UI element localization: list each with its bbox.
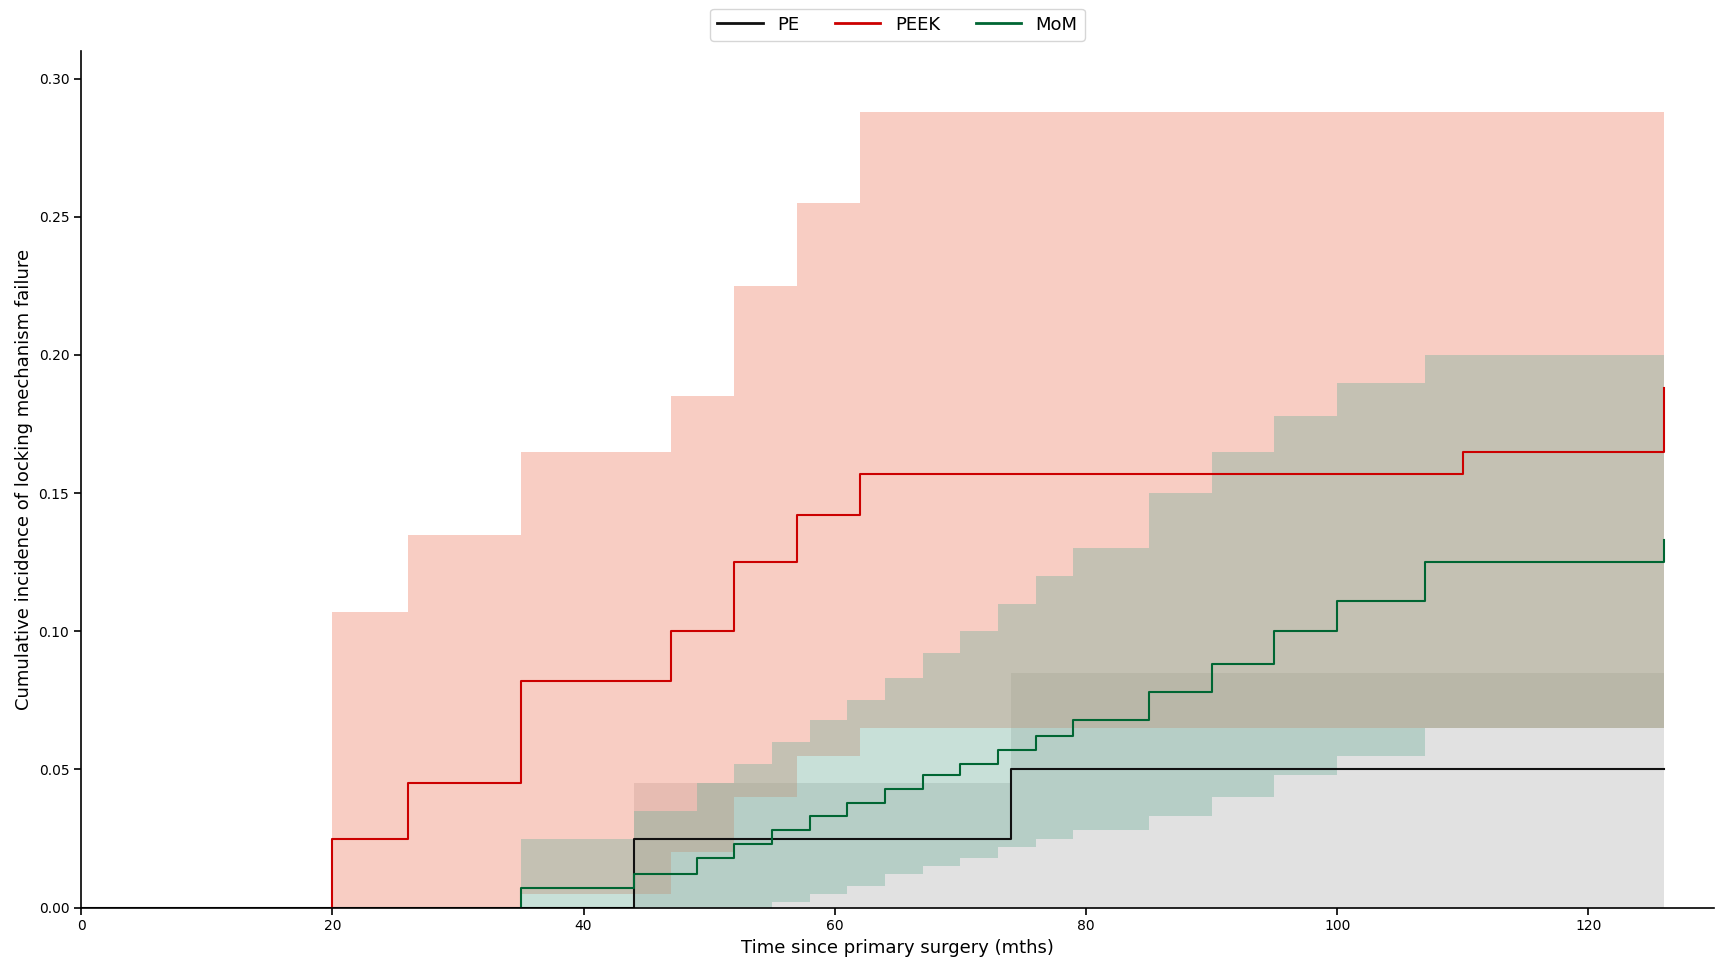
X-axis label: Time since primary surgery (mths): Time since primary surgery (mths) [742,939,1055,957]
Legend: PE, PEEK, MoM: PE, PEEK, MoM [711,9,1084,41]
Y-axis label: Cumulative incidence of locking mechanism failure: Cumulative incidence of locking mechanis… [16,249,33,710]
